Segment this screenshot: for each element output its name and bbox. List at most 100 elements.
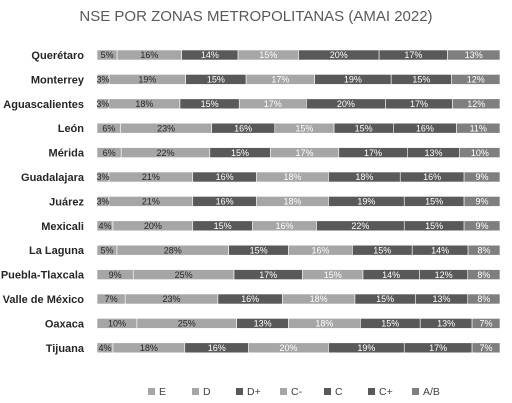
chart-title: NSE POR ZONAS METROPOLITANAS (AMAI 2022) (79, 8, 432, 25)
data-label: 21% (142, 172, 160, 182)
data-label: 5% (100, 245, 113, 255)
data-label: 25% (175, 270, 193, 280)
data-label: 12% (435, 270, 453, 280)
data-label: 18% (140, 343, 158, 353)
legend: E D D+ C- C C+ A/B (148, 386, 440, 398)
data-label: 15% (376, 294, 394, 304)
data-label: 17% (364, 148, 382, 158)
bar-segment (463, 171, 501, 183)
data-label: 16% (216, 172, 234, 182)
data-label: 15% (381, 319, 399, 329)
data-label: 16% (140, 50, 158, 60)
data-label: 16% (423, 172, 441, 182)
data-label: 22% (157, 148, 175, 158)
data-label: 17% (404, 50, 422, 60)
data-label: 3% (96, 197, 109, 207)
data-label: 15% (373, 245, 391, 255)
data-label: 6% (103, 148, 116, 158)
data-label: 12% (467, 99, 485, 109)
category-label: Guadalajara (21, 172, 85, 184)
category-label: Mérida (49, 148, 85, 160)
data-label: 9% (476, 197, 489, 207)
bar-segment (451, 74, 501, 85)
data-label: 12% (467, 75, 485, 85)
data-label: 14% (201, 50, 219, 60)
data-label: 15% (412, 75, 430, 85)
data-label: 7% (105, 294, 118, 304)
data-label: 15% (425, 197, 443, 207)
legend-label: D (203, 386, 211, 398)
data-label: 13% (465, 50, 483, 60)
data-label: 17% (410, 99, 428, 109)
legend-label: C+ (379, 386, 393, 398)
data-label: 3% (96, 172, 109, 182)
data-label: 4% (98, 343, 111, 353)
bar-segment (467, 293, 501, 305)
data-label: 9% (109, 270, 122, 280)
data-label: 19% (357, 197, 375, 207)
data-label: 16% (416, 123, 434, 133)
data-label: 18% (135, 99, 153, 109)
legend-swatch (324, 388, 331, 395)
legend-swatch (412, 388, 419, 395)
data-label: 15% (259, 50, 277, 60)
data-label: 7% (480, 343, 493, 353)
category-label: La Laguna (29, 245, 85, 257)
bar-segment (471, 318, 501, 329)
data-label: 20% (330, 50, 348, 60)
data-label: 8% (478, 245, 491, 255)
data-label: 9% (476, 172, 489, 182)
data-label: 16% (234, 123, 252, 133)
data-label: 18% (284, 197, 302, 207)
data-label: 19% (344, 75, 362, 85)
category-label: Querétaro (31, 50, 84, 62)
data-labels: 5% 16% 14% 15% 20% 17% 13% 3% 19% 15% 17% 19% 15% 12%… (96, 50, 492, 353)
legend-label: E (159, 386, 166, 398)
data-label: 17% (271, 75, 289, 85)
data-label: 17% (296, 148, 314, 158)
legend-label: D+ (247, 386, 261, 398)
data-label: 14% (431, 245, 449, 255)
data-label: 10% (471, 148, 489, 158)
bar-segment (452, 98, 501, 110)
data-label: 15% (295, 123, 313, 133)
legend-swatch (236, 388, 243, 395)
legend-label: C- (291, 386, 303, 398)
data-label: 22% (351, 221, 369, 231)
bar-segments (96, 49, 501, 354)
data-label: 18% (284, 172, 302, 182)
data-label: 15% (250, 245, 268, 255)
data-label: 20% (144, 221, 162, 231)
data-label: 8% (477, 270, 490, 280)
data-label: 15% (425, 221, 443, 231)
data-label: 16% (311, 245, 329, 255)
data-label: 18% (315, 319, 333, 329)
bar-segment (471, 342, 501, 354)
data-label: 5% (101, 50, 114, 60)
category-label: Monterrey (31, 74, 85, 86)
data-label: 25% (178, 319, 196, 329)
category-label: Valle de México (3, 294, 85, 306)
data-label: 15% (231, 148, 249, 158)
data-label: 13% (424, 148, 442, 158)
data-label: 28% (164, 245, 182, 255)
data-label: 23% (163, 294, 181, 304)
data-label: 4% (98, 221, 111, 231)
legend-swatch (148, 388, 155, 395)
data-label: 19% (138, 75, 156, 85)
data-label: 3% (97, 75, 110, 85)
category-labels: Querétaro Monterrey Aguascalientes León Méri… (1, 50, 85, 355)
data-label: 13% (437, 319, 455, 329)
category-label: Mexicali (41, 221, 84, 233)
legend-label: C (335, 386, 343, 398)
category-label: Juárez (49, 196, 84, 208)
data-label: 19% (357, 343, 375, 353)
legend-swatch (368, 388, 375, 395)
data-label: 11% (470, 123, 487, 133)
bar-segment (456, 122, 501, 134)
category-label: Oaxaca (45, 318, 85, 330)
data-label: 23% (157, 123, 175, 133)
data-label: 9% (476, 221, 489, 231)
data-label: 7% (480, 319, 493, 329)
